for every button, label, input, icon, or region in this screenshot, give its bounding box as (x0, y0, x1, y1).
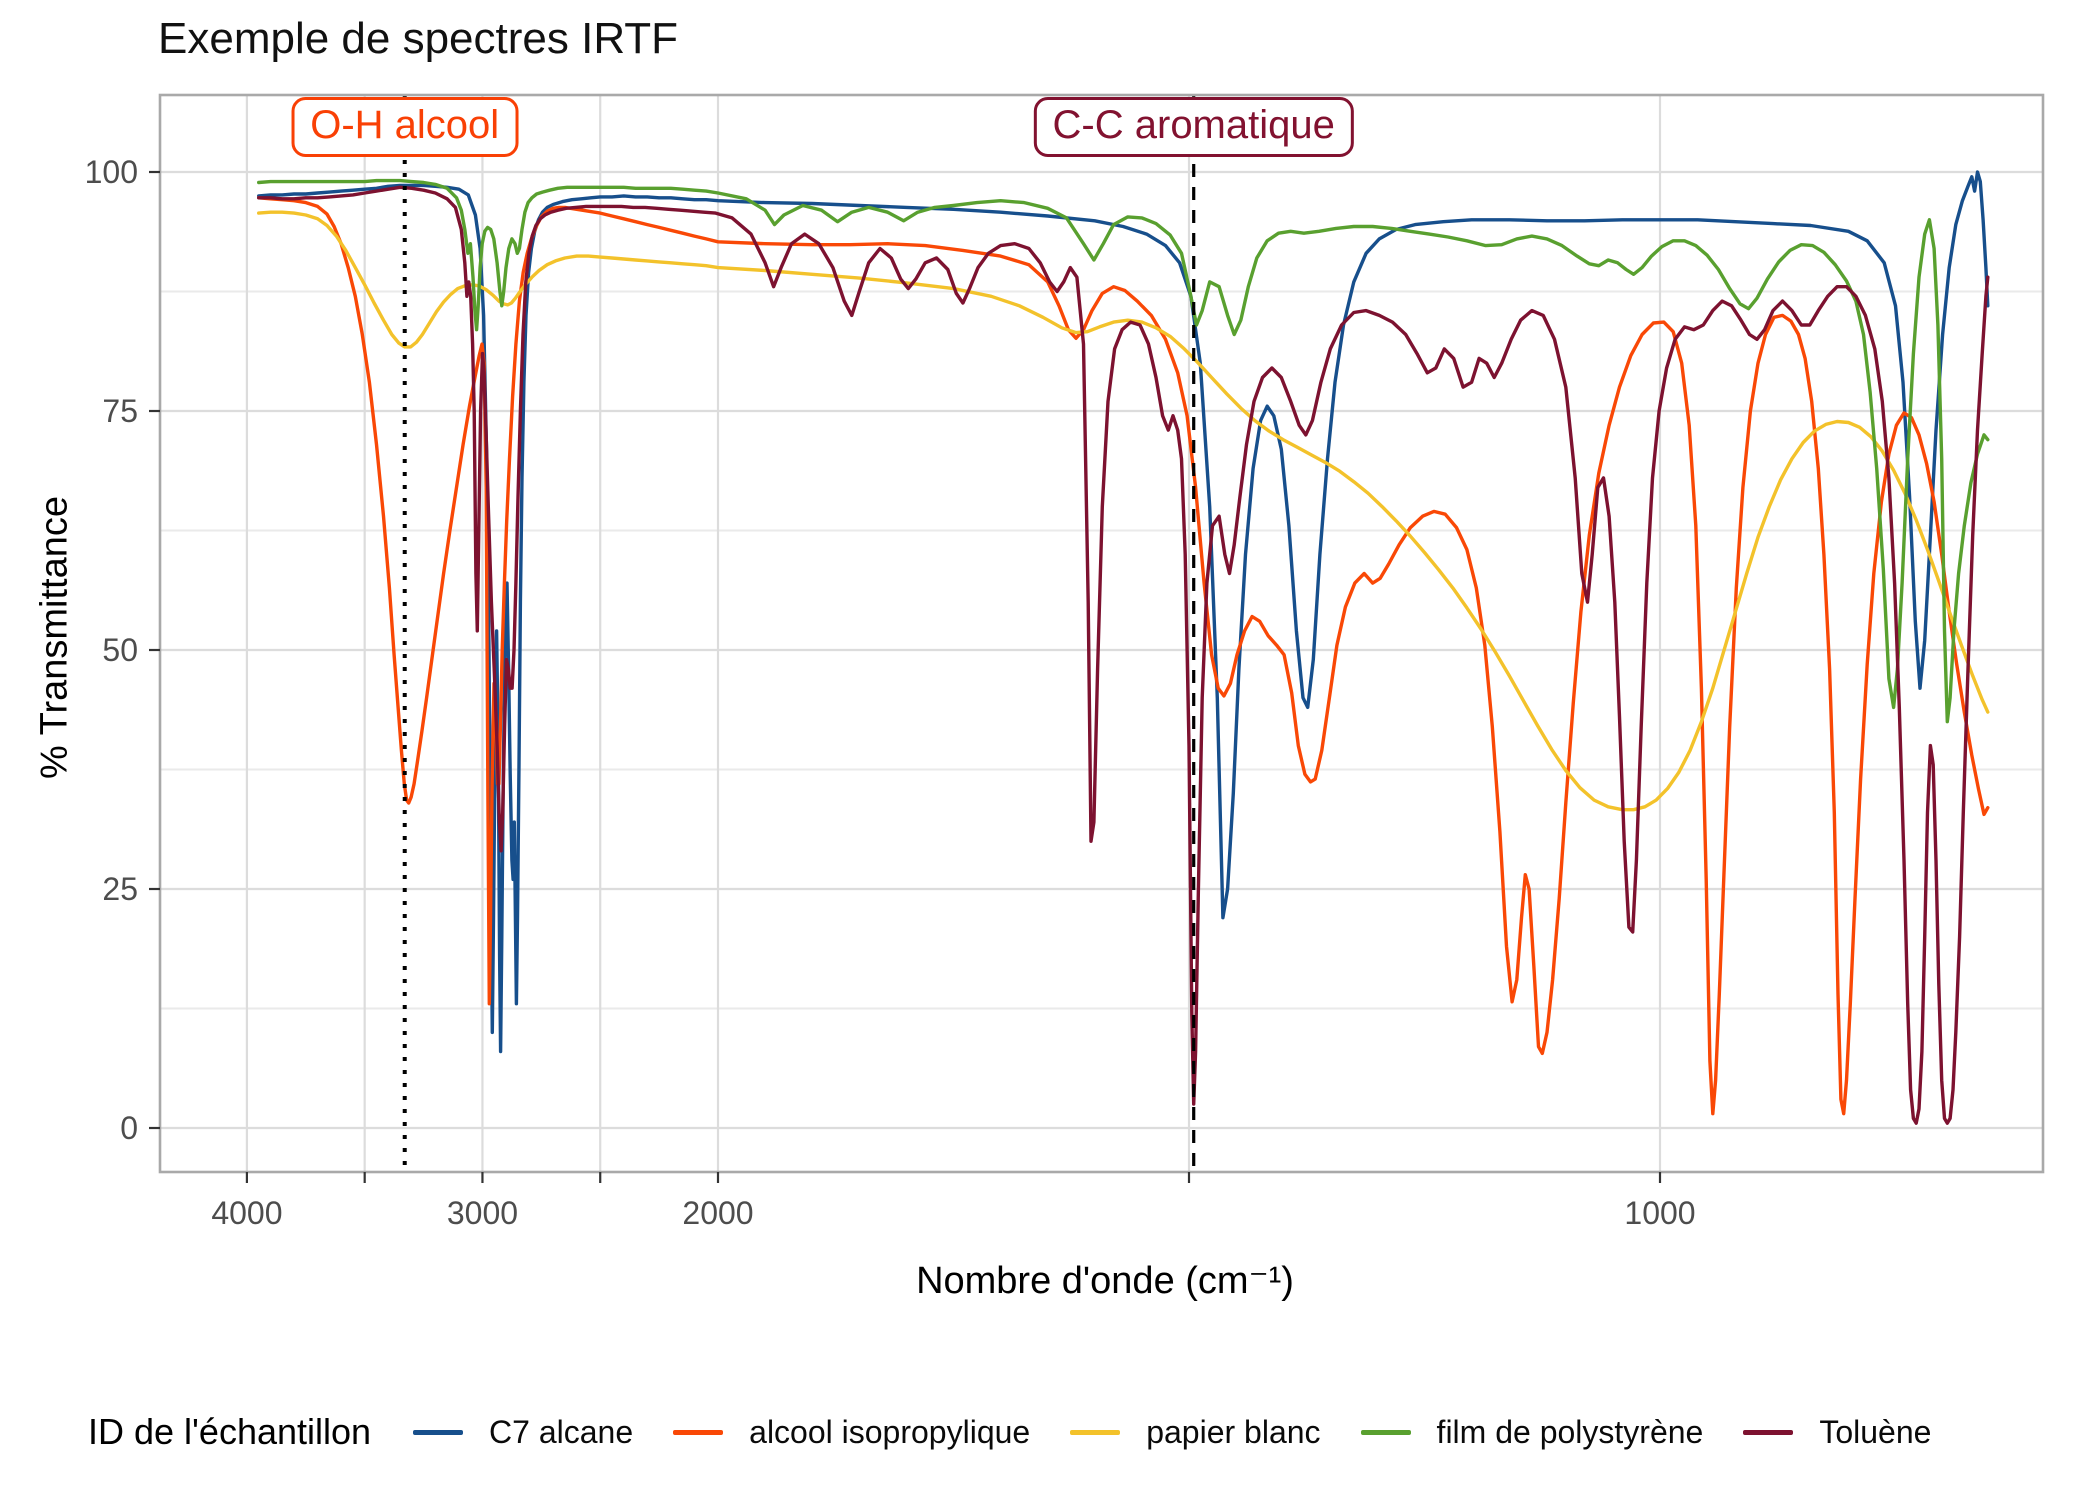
legend-swatch-icon (673, 1429, 724, 1435)
legend-swatch-icon (413, 1429, 464, 1435)
y-axis-title: % Transmittance (33, 496, 76, 779)
legend-title: ID de l'échantillon (88, 1411, 372, 1452)
legend-label: alcool isopropylique (749, 1413, 1031, 1450)
plot-title: Exemple de spectres IRTF (158, 14, 679, 63)
legend-item-papier-blanc: papier blanc (1070, 1413, 1321, 1451)
legend-swatch-icon (1360, 1429, 1411, 1435)
x-axis-title: Nombre d'onde (cm⁻¹) (916, 1260, 1294, 1302)
spectrum-line-Toluène (257, 185, 1990, 1125)
y-tick-label: 25 (102, 871, 138, 907)
legend-label: C7 alcane (489, 1413, 634, 1450)
x-tick-label: 1000 (1624, 1195, 1695, 1231)
legend-label: papier blanc (1146, 1413, 1321, 1450)
x-tick-label: 4000 (211, 1195, 282, 1231)
y-tick-label: 0 (120, 1110, 138, 1146)
legend-item-C7-alcane: C7 alcane (413, 1414, 633, 1451)
legend-swatch-icon (1743, 1429, 1794, 1435)
legend-item-film-de-polystyrène: film de polystyrène (1360, 1413, 1704, 1451)
y-tick-label: 75 (102, 393, 138, 429)
legend-label: film de polystyrène (1436, 1413, 1704, 1450)
spectrum-line-film-de-polystyrène (257, 178, 1990, 724)
annotation-C-C-aromatique: C-C aromatique (1033, 97, 1354, 157)
legend-swatch-icon (1070, 1429, 1121, 1435)
panel-border (158, 93, 2045, 1174)
spectrum-line-papier-blanc (257, 210, 1990, 812)
x-tick-label: 2000 (682, 1195, 753, 1231)
annotation-O-H-alcool: O-H alcool (291, 97, 519, 157)
legend: ID de l'échantillon C7 alcane alcool isop… (88, 1402, 1971, 1462)
legend-item-Toluène: Toluène (1743, 1414, 1931, 1451)
spectrum-line-alcool-isopropylique (257, 196, 1990, 1116)
y-tick-label: 100 (85, 154, 138, 190)
x-tick-label: 3000 (447, 1195, 518, 1231)
legend-items: C7 alcane alcool isopropylique papier blan… (413, 1414, 1971, 1451)
legend-item-alcool-isopropylique: alcool isopropylique (673, 1414, 1030, 1451)
legend-label: Toluène (1819, 1413, 1932, 1450)
y-tick-label: 50 (102, 632, 138, 668)
